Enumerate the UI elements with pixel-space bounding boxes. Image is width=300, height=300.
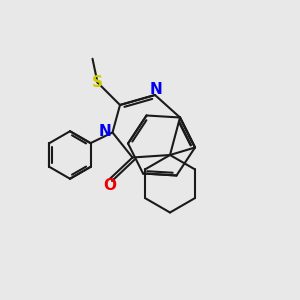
Text: O: O [103,178,116,193]
Text: N: N [99,124,112,139]
Text: S: S [92,75,103,90]
Text: N: N [150,82,163,97]
